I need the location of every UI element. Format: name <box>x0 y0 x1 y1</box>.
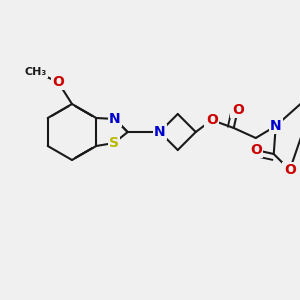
Text: CH₃: CH₃ <box>25 67 47 77</box>
Text: N: N <box>270 119 282 133</box>
Text: N: N <box>154 125 166 139</box>
Text: N: N <box>109 112 121 126</box>
Text: O: O <box>250 143 262 157</box>
Text: O: O <box>284 163 296 177</box>
Text: O: O <box>206 113 218 127</box>
Text: O: O <box>52 75 64 89</box>
Text: S: S <box>109 136 119 150</box>
Text: O: O <box>232 103 244 117</box>
